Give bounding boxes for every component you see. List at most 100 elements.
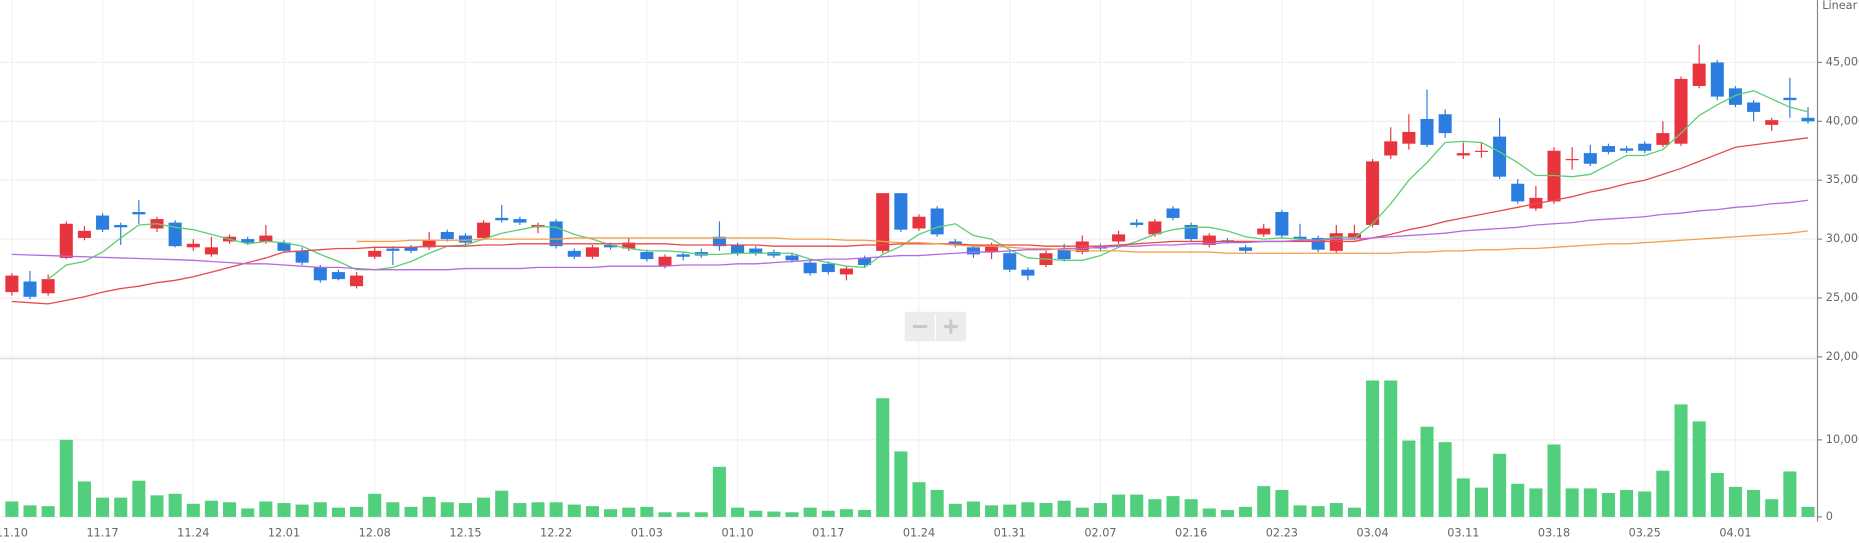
volume-bar: [912, 482, 926, 517]
candle-body: [712, 236, 726, 247]
candle-body: [1565, 159, 1579, 161]
volume-bar: [1456, 478, 1470, 517]
candle-body: [1148, 221, 1162, 235]
volume-bar: [1093, 503, 1107, 517]
candle-body: [295, 250, 309, 263]
x-tick-label: 02.23: [1266, 527, 1298, 540]
candle-body: [1801, 117, 1815, 122]
candle-body: [1293, 236, 1307, 240]
candle-body: [1311, 237, 1325, 250]
candle-body: [1783, 97, 1797, 101]
candle-body: [803, 262, 817, 274]
candle-body: [168, 222, 182, 247]
candle-body: [876, 193, 890, 251]
volume-bar: [1474, 487, 1488, 517]
candle-body: [894, 193, 908, 230]
zoom-control[interactable]: [904, 311, 967, 342]
volume-bar: [1039, 503, 1053, 517]
volume-bar: [966, 501, 980, 517]
candle-body: [966, 247, 980, 255]
candle-body: [1257, 228, 1271, 235]
candle-body: [96, 215, 110, 230]
candle-body: [440, 232, 454, 240]
volume-bar: [930, 489, 944, 517]
volume-bar: [386, 502, 400, 517]
candle-body: [1474, 150, 1488, 152]
x-tick-label: 11.10: [0, 527, 28, 540]
y-tick-label: 20,000: [1826, 350, 1859, 363]
candle-body: [604, 244, 618, 248]
candle-body: [1420, 118, 1434, 145]
volume-bar: [948, 503, 962, 517]
volume-bar: [168, 493, 182, 517]
candle-body: [77, 230, 91, 238]
candle-body: [839, 268, 853, 275]
x-tick-label: 12.15: [449, 527, 481, 540]
volume-bar: [1057, 500, 1071, 517]
volume-bar: [186, 503, 200, 517]
volume-bar: [1239, 506, 1253, 517]
volume-bar: [313, 502, 327, 517]
volume-bar: [1257, 486, 1271, 517]
volume-bar: [622, 507, 636, 517]
candle-body: [1456, 153, 1470, 156]
volume-bar: [985, 505, 999, 517]
volume-bar: [1112, 494, 1126, 517]
volume-bar: [1420, 426, 1434, 517]
x-tick-label: 12.22: [540, 527, 572, 540]
candle-body: [1638, 143, 1652, 151]
volume-bar: [604, 509, 618, 517]
volume-bar: [23, 505, 37, 517]
candle-body: [622, 242, 636, 249]
x-tick-label: 11.17: [86, 527, 118, 540]
candle-body: [1511, 183, 1525, 202]
volume-bar: [277, 503, 291, 517]
y-tick-label: 0: [1826, 510, 1833, 523]
volume-bar: [1493, 453, 1507, 517]
y-tick-label: 25,000: [1826, 291, 1859, 304]
volume-bar: [785, 512, 799, 517]
candle-body: [1583, 153, 1597, 164]
volume-bar: [350, 506, 364, 517]
candle-body: [1620, 148, 1634, 151]
volume-bar: [839, 509, 853, 517]
candle-body: [1239, 247, 1253, 251]
x-tick-label: 12.01: [268, 527, 300, 540]
x-tick-label: 01.31: [994, 527, 1026, 540]
candle-body: [331, 272, 345, 280]
candle-body: [132, 212, 146, 215]
candle-body: [1710, 62, 1724, 97]
candle-body: [985, 244, 999, 253]
volume-bar: [1184, 499, 1198, 517]
candle-body: [1130, 222, 1144, 225]
candle-body: [785, 255, 799, 261]
volume-bar: [1656, 470, 1670, 517]
volume-bar: [1747, 489, 1761, 517]
volume-bar: [495, 490, 509, 517]
candle-body: [1728, 88, 1742, 105]
volume-bar: [1021, 502, 1035, 517]
grid: [0, 0, 1818, 522]
volume-bar: [1801, 506, 1815, 517]
volume-bar: [694, 512, 708, 517]
candle-body: [1003, 253, 1017, 270]
candle-body: [731, 244, 745, 254]
candle-body: [1438, 114, 1452, 134]
volume-bar: [549, 502, 563, 517]
candle-body: [458, 235, 472, 243]
volume-bar: [821, 510, 835, 517]
volume-bar: [676, 512, 690, 517]
volume-bar: [1547, 444, 1561, 517]
candle-body: [477, 222, 491, 238]
volume-bar: [1692, 421, 1706, 517]
volume-bar: [513, 503, 527, 517]
volume-bar: [749, 510, 763, 517]
candle-body: [59, 223, 73, 258]
candle-body: [567, 250, 581, 257]
volume-bar: [1511, 483, 1525, 517]
candle-body: [1674, 78, 1688, 144]
candle-body: [41, 279, 55, 294]
volume-bar: [150, 495, 164, 517]
